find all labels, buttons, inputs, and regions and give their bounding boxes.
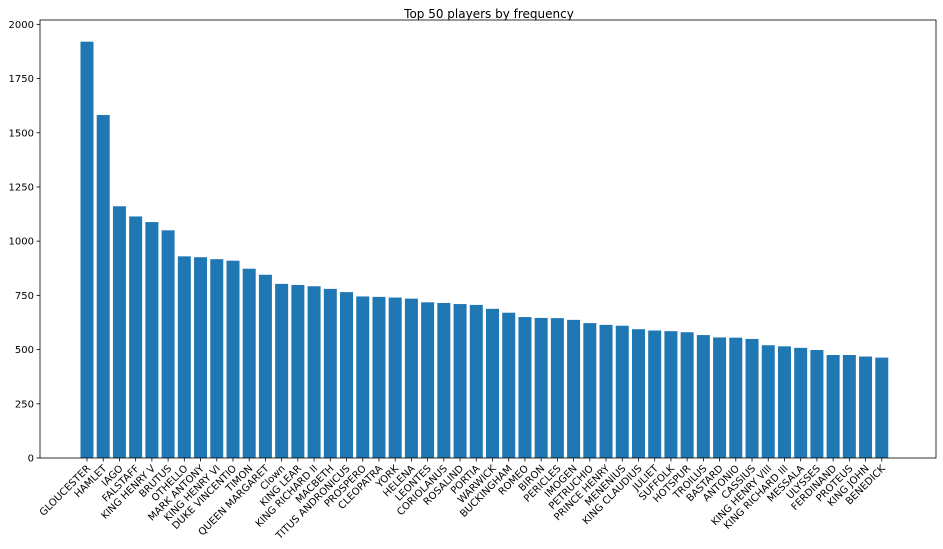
bar [486,308,499,458]
bar [469,304,483,458]
bar [323,288,337,458]
bar [615,325,629,458]
bar [696,335,710,458]
bar [761,345,775,458]
bar [745,338,759,458]
bar [648,330,662,458]
bar [875,357,889,458]
bar [729,337,743,458]
bar [388,297,402,458]
y-tick-label: 1000 [9,237,34,248]
bar [242,268,256,458]
bar [453,304,467,458]
bar [275,283,289,458]
y-tick-label: 1750 [9,74,34,85]
chart-title: Top 50 players by frequency [403,7,574,21]
bar [680,332,694,458]
bar [859,356,873,458]
plot-frame [39,19,937,459]
bar [777,346,791,458]
bar [826,355,840,458]
y-tick-label: 500 [15,345,34,356]
y-tick-label: 1250 [9,182,34,193]
bar [794,347,808,458]
bar [631,329,645,458]
y-tick-label: 750 [15,291,34,302]
bar [194,257,208,458]
bar [112,206,126,458]
y-axis: 0 250 500 750 1000 1250 1500 1750 2000 [9,20,40,465]
bar [177,256,191,458]
bar [258,274,272,458]
bar [810,350,824,458]
bar [842,355,856,458]
bar [664,331,678,458]
bar [550,318,564,458]
bar [340,292,354,458]
bar [356,296,370,458]
bars-group [80,41,889,459]
bar [291,284,305,458]
bar [307,286,321,458]
bar [161,230,175,458]
y-tick-label: 250 [15,399,34,410]
bar [96,114,110,458]
bar [599,324,613,458]
bar [713,337,727,458]
y-tick-label: 2000 [9,20,34,31]
bar [80,41,94,459]
bar [372,296,386,458]
y-tick-label: 0 [28,454,34,465]
bar [404,298,418,458]
bar [437,302,451,458]
bar [502,312,516,458]
bar [518,317,532,458]
bar [226,260,240,458]
y-tick-label: 1500 [9,128,34,139]
bar [210,259,224,458]
bar [129,216,143,458]
bar [421,302,435,458]
bar [145,222,159,458]
bar [583,323,597,458]
bar [534,317,548,458]
bar [567,319,581,458]
